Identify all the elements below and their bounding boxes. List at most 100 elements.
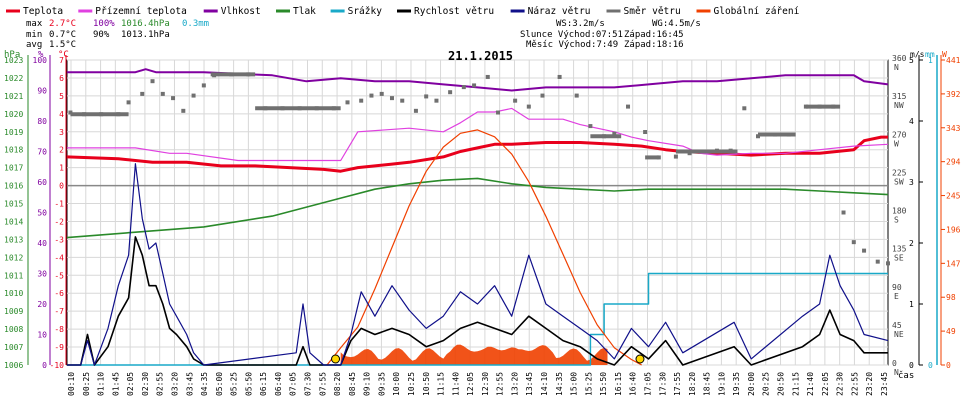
wind-direction-point [673,154,678,159]
legend-label: Vlhkost [221,6,261,17]
x-tick-label: 05:00 [215,372,224,396]
wind-direction-point [862,248,867,253]
wind-direction-point [496,110,501,115]
hpa-tick-label: 1009 [4,307,23,316]
c-tick-label: -7 [54,307,64,316]
sunset-icon [635,354,645,364]
direction-tick-compass: NW [894,101,904,110]
x-tick-label: 07:30 [304,372,313,396]
radiation-area-fill [340,344,608,365]
c-tick-label: -3 [54,235,64,244]
x-tick-label: 10:50 [422,372,431,396]
ms-tick-label: 2 [909,239,914,248]
mm-tick-label: 1 [928,56,933,65]
x-tick-label: 23:45 [880,372,889,396]
wind-direction-point [841,210,846,215]
x-tick-label: 18:20 [688,372,697,396]
wind-direction-point [461,85,466,90]
wind-direction-point [643,130,648,135]
sunrise-icon [331,354,341,364]
legend-label: Globální záření [714,6,800,17]
mm-axis-title: mm [925,50,935,59]
hpa-axis-title: hPa [4,50,20,60]
direction-tick-label: 135 [892,245,907,254]
series-line-6 [67,236,888,366]
c-tick-label: 4 [59,110,64,119]
x-tick-label: 00:25 [82,372,91,396]
hpa-tick-label: 1019 [4,128,23,137]
wind-gust-info: WG:4.5m/s [652,19,701,29]
wind-direction-point [181,108,186,113]
legend-label: Směr větru [624,6,681,17]
direction-tick-label: 180 [892,207,907,216]
wind-direction-point [140,91,145,96]
w-tick-label: 49 [946,327,956,336]
wind-direction-point [191,93,196,98]
stats-min-humidity: 90% [93,30,110,40]
direction-tick-label: 315 [892,92,907,101]
wind-direction-point [588,124,593,129]
ms-axis-title: m/s [910,50,925,59]
wind-direction-point [626,104,631,109]
pct-tick-label: 100 [33,56,48,65]
c-tick-label: -5 [54,271,64,280]
w-axis-title: W [942,50,947,59]
series-line-4 [67,272,888,366]
pct-tick-label: 10 [37,331,47,340]
w-tick-label: 147 [946,259,961,268]
x-tick-label: 13:45 [525,372,534,396]
x-tick-label: 23:20 [865,372,874,396]
wind-direction-point [379,91,384,96]
wind-direction-point [485,74,490,79]
direction-tick-compass: E [894,292,899,301]
w-tick-label: 245 [946,192,961,201]
direction-tick-compass: SE [894,254,904,263]
stats-min-pressure: 1013.1hPa [121,30,170,40]
c-tick-label: 7 [59,56,64,65]
x-tick-label: 01:10 [97,372,106,396]
hpa-tick-label: 1014 [4,217,23,226]
c-tick-label: 3 [59,128,64,137]
c-tick-label: -1 [54,200,64,209]
x-tick-label: 05:25 [230,372,239,396]
x-tick-label: 08:45 [348,372,357,396]
hpa-tick-label: 1011 [4,271,23,280]
wind-direction-point [612,131,617,136]
x-tick-label: 20:25 [762,372,771,396]
legend-label: Přízemní teplota [95,6,187,17]
x-tick-label: 20:00 [747,372,756,396]
ms-tick-label: 3 [909,178,914,187]
x-tick-label: 17:55 [673,372,682,396]
hpa-tick-label: 1015 [4,200,23,209]
x-tick-label: 21:40 [806,372,815,396]
wind-direction-point [201,83,206,88]
x-tick-label: 10:25 [407,372,416,396]
direction-tick-compass: SW [894,177,904,186]
x-tick-label: 03:45 [185,372,194,396]
x-tick-label: 01:45 [111,372,120,396]
pct-tick-label: 30 [37,270,47,279]
series-line-7 [67,163,889,366]
legend-label: Náraz větru [528,6,591,17]
stats-avg-label: avg [26,40,42,50]
wind-direction-point [434,98,439,103]
x-tick-label: 13:20 [510,372,519,396]
wind-direction-point [526,104,531,109]
wind-direction-point [359,98,364,103]
w-tick-label: 392 [946,90,961,99]
moon-rise-info: Měsíc Východ:7:49 [526,40,618,50]
stats-max-temp: 2.7°C [49,19,76,29]
c-axis-title: °C [58,50,69,60]
wind-direction-point [150,79,155,84]
c-tick-label: 0 [59,182,64,191]
stats-max-rain: 0.3mm [182,19,209,29]
wind-direction-point [472,83,477,88]
x-tick-label: 04:35 [200,372,209,396]
hpa-tick-label: 1007 [4,343,23,352]
x-tick-label: 03:20 [170,372,179,396]
wind-direction-point [160,91,165,96]
pct-tick-label: 90 [37,87,47,96]
pct-tick-label: 70 [37,148,47,157]
c-tick-label: 5 [59,92,64,101]
